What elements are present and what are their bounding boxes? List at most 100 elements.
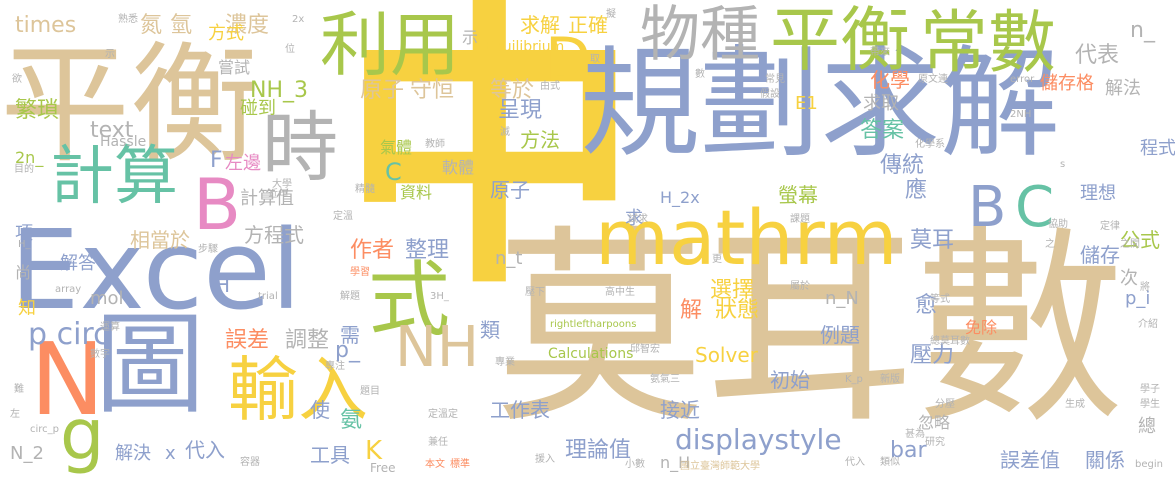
word: 教師 bbox=[425, 139, 445, 150]
word: 作者 bbox=[350, 238, 395, 263]
word: 定律 bbox=[1100, 221, 1120, 232]
word: 數字 bbox=[90, 349, 110, 360]
word: 常數 bbox=[920, 4, 1057, 83]
word: 傳統 bbox=[880, 153, 925, 178]
word: 擬 bbox=[606, 9, 616, 20]
word: 愈 bbox=[915, 293, 938, 318]
word: 使 bbox=[310, 398, 330, 422]
word: 解 bbox=[680, 298, 703, 323]
word: F bbox=[210, 148, 223, 173]
word: 圖 bbox=[95, 301, 205, 429]
word: 物種 bbox=[640, 0, 760, 70]
word: 呈現 bbox=[498, 98, 543, 123]
word: 國立臺灣師範大學 bbox=[680, 461, 760, 472]
word: 解法 bbox=[1105, 78, 1141, 99]
word: 平衡 bbox=[0, 29, 261, 181]
word: 更 bbox=[712, 254, 722, 265]
word: 嘗試 bbox=[218, 58, 251, 77]
word: 示 bbox=[462, 28, 479, 47]
word: NH_3 bbox=[250, 78, 308, 103]
word: 數 bbox=[695, 69, 705, 80]
word: 氣體 bbox=[380, 138, 413, 157]
word: 例題 bbox=[820, 323, 860, 347]
word: n_ bbox=[1130, 18, 1155, 43]
word: 關係 bbox=[1085, 448, 1125, 472]
word: 代表 bbox=[1075, 43, 1120, 68]
word: 解決 bbox=[115, 443, 151, 464]
word: 將 bbox=[1140, 282, 1150, 293]
word: bar bbox=[890, 438, 927, 463]
word: 專業 bbox=[495, 357, 515, 368]
word: 原子 bbox=[490, 178, 530, 202]
word: 2x bbox=[292, 14, 305, 25]
word: H bbox=[215, 273, 231, 297]
word: 標準 bbox=[450, 459, 470, 470]
word: 氨 bbox=[340, 408, 363, 433]
word: H_2x bbox=[660, 188, 700, 207]
word: 介紹 bbox=[1138, 319, 1158, 330]
word: 目的 bbox=[14, 164, 34, 175]
word: C bbox=[385, 158, 402, 186]
word: 整理 bbox=[405, 238, 450, 263]
word: 類似 bbox=[880, 457, 900, 468]
word: text bbox=[90, 118, 134, 143]
word: 總 bbox=[1138, 416, 1156, 437]
word: 高中生 bbox=[605, 287, 635, 298]
word: p_i bbox=[1125, 288, 1151, 309]
word: times bbox=[15, 13, 77, 38]
word: 求 bbox=[625, 208, 643, 229]
word: 運算 bbox=[100, 322, 120, 333]
word: 2n_ bbox=[15, 148, 44, 167]
word: 輸入 bbox=[228, 349, 368, 431]
word: 定溫 bbox=[333, 211, 353, 222]
word: 等於 bbox=[490, 78, 535, 103]
word: 左 bbox=[10, 409, 20, 420]
word: 求解 bbox=[520, 13, 560, 37]
word: Equilibrium bbox=[485, 39, 565, 55]
word: 學子 bbox=[1140, 384, 1160, 395]
word: 生成 bbox=[1065, 399, 1085, 410]
word: displaystyle bbox=[675, 423, 842, 456]
word: 壓下 bbox=[525, 287, 545, 298]
word: 邱智宏 bbox=[630, 344, 660, 355]
word: mol bbox=[90, 288, 124, 309]
word: 知 bbox=[18, 298, 36, 319]
word: 資料 bbox=[400, 183, 433, 202]
word: C bbox=[1015, 175, 1055, 240]
word: 繁瑣 bbox=[15, 98, 60, 123]
word: 課題 bbox=[790, 214, 810, 225]
word: N_2 bbox=[10, 443, 44, 464]
word: p circ bbox=[28, 317, 110, 352]
word: 濃度 bbox=[225, 13, 270, 38]
word: 取 bbox=[590, 54, 600, 65]
word: D bbox=[545, 25, 592, 95]
word: array bbox=[55, 284, 82, 295]
word: 代入 bbox=[185, 438, 225, 462]
word: 解答 bbox=[60, 253, 96, 274]
word: p_ bbox=[335, 338, 360, 363]
word: 帶來 bbox=[870, 47, 890, 58]
word: 方程式 bbox=[244, 223, 304, 247]
word: 代入 bbox=[845, 457, 865, 468]
word: 儲存格 bbox=[1040, 73, 1094, 94]
word: 求取 bbox=[863, 93, 899, 114]
word: 原子 bbox=[360, 78, 405, 103]
word: 計算 bbox=[50, 140, 178, 214]
word: mathrm bbox=[595, 193, 898, 282]
word: g bbox=[60, 394, 105, 476]
word: K bbox=[365, 436, 383, 466]
word: x bbox=[165, 443, 176, 464]
word: H_ bbox=[18, 239, 31, 250]
word: 熟悉 bbox=[118, 14, 138, 25]
word: K_p bbox=[845, 374, 863, 385]
word: 需 bbox=[340, 323, 360, 347]
word: 位 bbox=[285, 44, 295, 55]
word: 小數 bbox=[625, 459, 645, 470]
word: Free bbox=[370, 461, 396, 475]
word: trial bbox=[258, 291, 278, 302]
word: 協助 bbox=[1048, 219, 1068, 230]
word: 精髓 bbox=[355, 184, 375, 195]
word: 守恒 bbox=[410, 78, 455, 103]
word: Calculations bbox=[548, 346, 634, 362]
